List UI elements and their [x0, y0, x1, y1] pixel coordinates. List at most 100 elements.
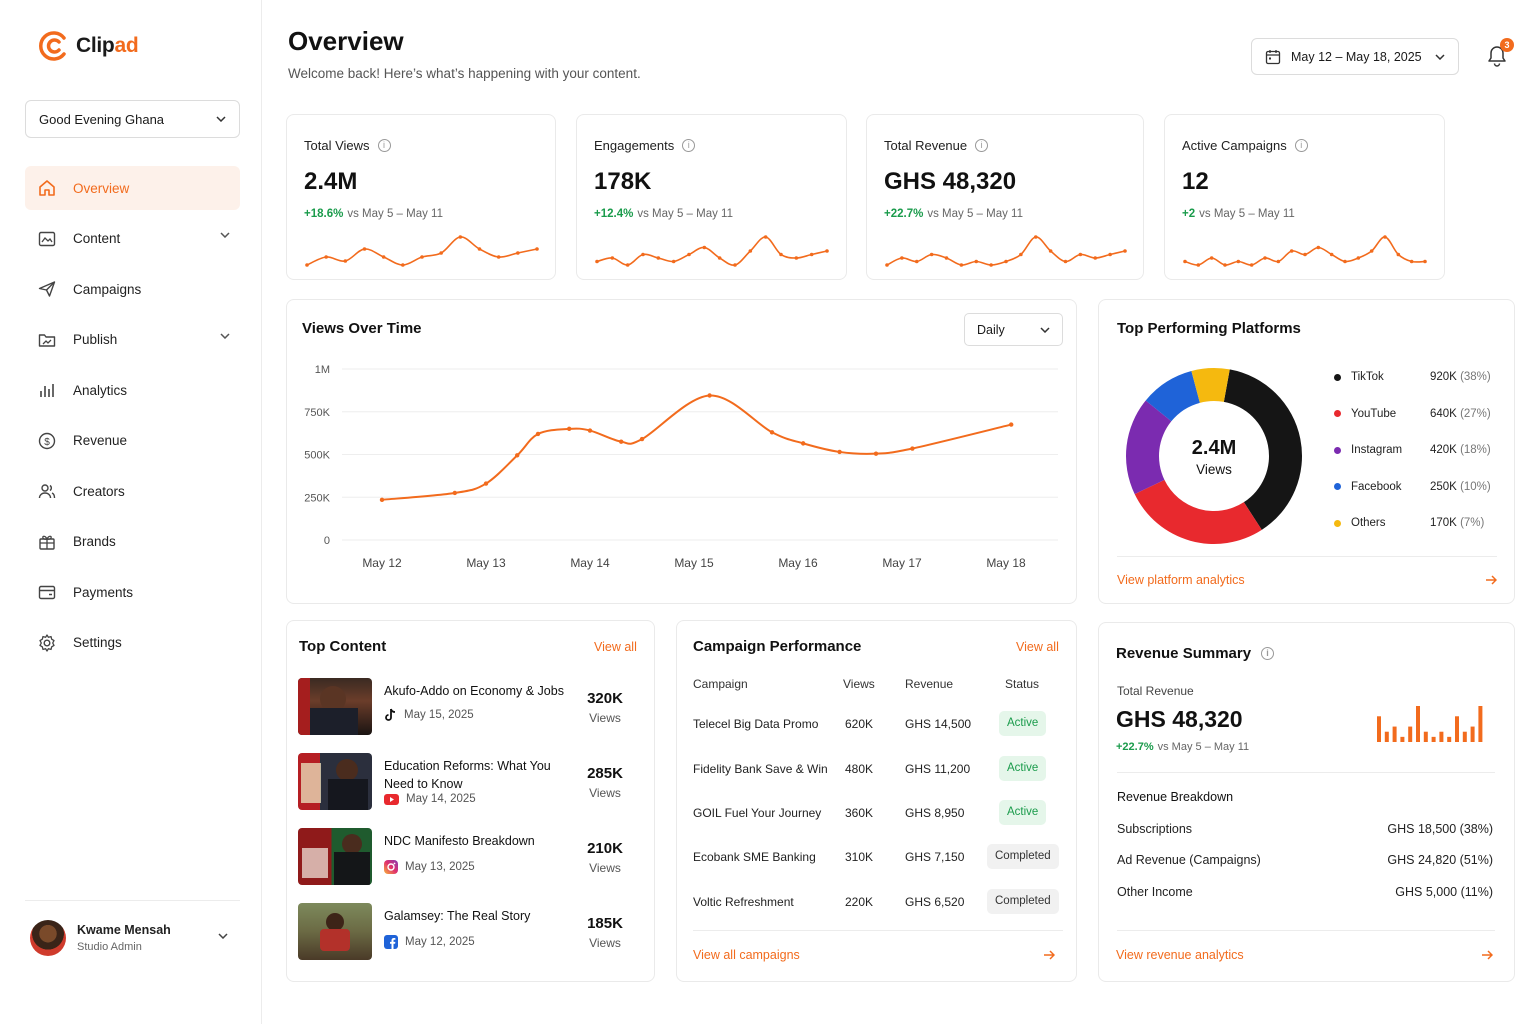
top-content-view-all[interactable]: View all — [594, 640, 637, 654]
calendar-icon — [1265, 49, 1281, 64]
column-header-status[interactable]: Status — [1005, 677, 1040, 691]
view-platform-analytics-link[interactable]: View platform analytics — [1117, 573, 1497, 587]
arrow-right-icon — [1044, 950, 1055, 960]
legend-item-youtube[interactable]: YouTube 640K (27%) — [1334, 406, 1494, 422]
info-icon[interactable]: i — [682, 139, 696, 152]
views-data-point[interactable] — [587, 428, 593, 433]
content-thumbnail — [298, 753, 372, 810]
kpi-label: Active Campaigns — [1182, 138, 1287, 153]
views-data-point[interactable] — [910, 446, 915, 451]
notification-badge: 3 — [1500, 38, 1514, 52]
kpi-compare: +2 vs May 5 – May 11 — [1182, 208, 1295, 220]
kpi-compare-text: vs May 5 – May 11 — [347, 208, 443, 220]
views-data-point[interactable] — [837, 449, 842, 455]
kpi-change: +18.6% — [304, 208, 344, 220]
info-icon[interactable]: i — [1261, 647, 1275, 660]
info-icon[interactable]: i — [975, 139, 989, 152]
date-range-picker[interactable]: May 12 – May 18, 2025 — [1251, 38, 1459, 75]
breakdown-label: Ad Revenue (Campaigns) — [1117, 853, 1261, 867]
sparkline-point — [381, 255, 386, 259]
users-icon — [37, 481, 57, 501]
campaign-views: 220K — [845, 895, 874, 909]
views-data-point[interactable] — [707, 393, 712, 398]
sidebar-item-creators[interactable]: Creators — [25, 469, 240, 513]
campaign-views: 310K — [845, 850, 874, 864]
kpi-value: 2.4M — [304, 168, 358, 195]
kpi-card-engagements: Engagements i 178K +12.4% vs May 5 – May 1… — [576, 114, 847, 280]
sparkline-point — [1289, 249, 1294, 253]
kpi-change: +12.4% — [594, 208, 634, 220]
logo[interactable]: Clipad — [38, 30, 139, 62]
campaigns-view-all[interactable]: View all — [1016, 640, 1059, 654]
sparkline-point — [439, 251, 443, 255]
user-profile[interactable]: Kwame Mensah Studio Admin — [25, 900, 240, 974]
views-data-point[interactable] — [483, 481, 489, 486]
kpi-compare: +12.4% vs May 5 – May 11 — [594, 208, 733, 220]
sidebar-item-overview[interactable]: Overview — [25, 166, 240, 210]
sidebar-item-analytics[interactable]: Analytics — [25, 368, 240, 412]
workspace-select[interactable]: Good Evening Ghana — [25, 100, 240, 138]
kpi-sparkline — [305, 235, 539, 267]
view-all-campaigns-link[interactable]: View all campaigns — [693, 948, 1055, 962]
views-data-point[interactable] — [379, 497, 385, 503]
legend-item-facebook[interactable]: Facebook 250K (10%) — [1334, 479, 1494, 495]
sidebar-item-settings[interactable]: Settings — [25, 621, 240, 665]
sidebar-item-revenue[interactable]: $ Revenue — [25, 419, 240, 463]
avatar — [30, 919, 66, 956]
donut-slice-youtube[interactable] — [1134, 479, 1262, 544]
content-date: May 13, 2025 — [405, 861, 475, 873]
column-header-revenue[interactable]: Revenue — [905, 677, 954, 691]
table-row[interactable]: Ecobank SME Banking 310K GHS 7,150 Compl… — [693, 844, 1063, 870]
sidebar-item-publish[interactable]: Publish — [25, 318, 240, 362]
info-icon[interactable]: i — [1294, 139, 1308, 152]
donut-slice-instagram[interactable] — [1126, 400, 1172, 495]
views-data-point[interactable] — [1009, 422, 1014, 427]
breakdown-label: Other Income — [1117, 885, 1193, 899]
views-data-point[interactable] — [515, 453, 520, 458]
kpi-compare-text: vs May 5 – May 11 — [1199, 208, 1295, 220]
sparkline-point — [974, 259, 979, 264]
table-row[interactable]: Voltic Refreshment 220K GHS 6,520 Comple… — [693, 889, 1063, 915]
list-item[interactable]: Galamsey: The Real Story May 12, 2025 18… — [298, 903, 643, 961]
view-revenue-analytics-link[interactable]: View revenue analytics — [1116, 948, 1493, 962]
legend-item-others[interactable]: Others 170K (7%) — [1334, 515, 1494, 531]
legend-item-tiktok[interactable]: TikTok 920K (38%) — [1334, 369, 1494, 385]
table-row[interactable]: Fidelity Bank Save & Win 480K GHS 11,200… — [693, 756, 1063, 782]
donut-slice-tiktok[interactable] — [1223, 369, 1302, 530]
revenue-compare-text: vs May 5 – May 11 — [1157, 741, 1250, 753]
list-item[interactable]: Akufo-Addo on Economy & Jobs May 15, 202… — [298, 678, 643, 736]
legend-item-instagram[interactable]: Instagram 420K (18%) — [1334, 442, 1494, 458]
sidebar-item-payments[interactable]: Payments — [25, 570, 240, 614]
legend-label: TikTok — [1351, 371, 1384, 383]
views-data-point[interactable] — [619, 439, 624, 444]
table-row[interactable]: Telecel Big Data Promo 620K GHS 14,500 A… — [693, 711, 1063, 737]
views-data-point[interactable] — [873, 451, 879, 456]
sparkline-point — [885, 263, 889, 267]
sidebar-item-brands[interactable]: Brands — [25, 520, 240, 564]
revenue-total-label: Total Revenue — [1117, 684, 1194, 698]
campaigns-title: Campaign Performance — [693, 638, 862, 655]
table-row[interactable]: GOIL Fuel Your Journey 360K GHS 8,950 Ac… — [693, 800, 1063, 826]
views-data-point[interactable] — [639, 436, 645, 442]
list-item[interactable]: NDC Manifesto Breakdown May 13, 2025 210… — [298, 828, 643, 886]
column-header-campaign[interactable]: Campaign — [693, 677, 748, 691]
sidebar-item-campaigns[interactable]: Campaigns — [25, 267, 240, 311]
campaign-name: Telecel Big Data Promo — [693, 717, 819, 731]
donut-slice-facebook[interactable] — [1145, 370, 1200, 422]
column-header-views[interactable]: Views — [843, 677, 875, 691]
views-data-point[interactable] — [535, 431, 541, 437]
kpi-label: Engagements — [594, 138, 675, 153]
views-data-point[interactable] — [452, 490, 457, 496]
legend-dot — [1334, 410, 1341, 417]
donut-slice-others[interactable] — [1191, 368, 1230, 403]
views-data-point[interactable] — [769, 430, 775, 435]
views-data-point[interactable] — [801, 441, 806, 446]
info-icon[interactable]: i — [377, 139, 391, 152]
granularity-select[interactable]: Daily — [964, 313, 1063, 346]
revenue-bar — [1462, 731, 1467, 742]
list-item[interactable]: Education Reforms: What You Need to Know… — [298, 753, 643, 811]
views-data-point[interactable] — [567, 426, 572, 432]
kpi-change: +2 — [1182, 208, 1196, 220]
revenue-mini-bar-chart — [1377, 706, 1483, 742]
sidebar-item-content[interactable]: Content — [25, 217, 240, 261]
